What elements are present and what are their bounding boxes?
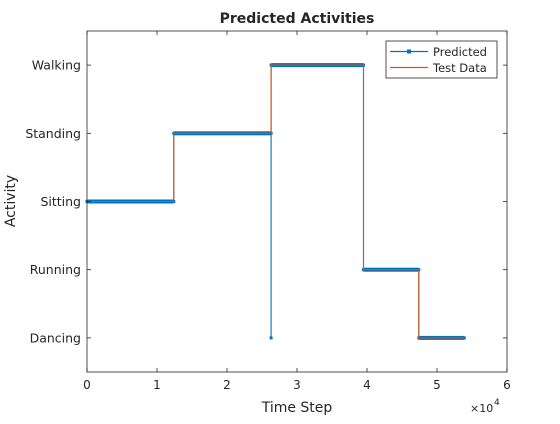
legend: Predicted Test Data [385, 40, 498, 79]
x-tick-label: 5 [433, 378, 441, 392]
legend-entry-test-data: Test Data [390, 61, 487, 75]
series-line-test-data [87, 64, 465, 339]
legend-marker-predicted [407, 49, 411, 54]
data-point-predicted [269, 336, 273, 340]
x-tick-label: 0 [83, 378, 91, 392]
legend-label-predicted: Predicted [433, 45, 487, 59]
series-layer [85, 63, 466, 340]
y-tick-label: Standing [25, 126, 81, 141]
x-tick-label: 6 [503, 378, 511, 392]
legend-box [385, 40, 498, 79]
y-tick-label: Dancing [30, 330, 81, 345]
x-axis-label: Time Step [261, 400, 333, 416]
y-tick-label: Walking [32, 58, 81, 73]
x-exponent: ×10 4 [470, 398, 500, 415]
y-tick-label: Running [30, 262, 81, 277]
x-tick-label: 4 [363, 378, 371, 392]
x-exponent-power: 4 [494, 398, 500, 408]
x-tick-label: 1 [153, 378, 161, 392]
x-tick-label: 3 [293, 378, 301, 392]
chart-title: Predicted Activities [220, 11, 375, 27]
y-tick-label: Sitting [40, 194, 81, 209]
y-axis-label: Activity [3, 175, 19, 227]
x-tick-label: 2 [223, 378, 231, 392]
y-ticks: Dancing Running Sitting Standing Walking [25, 58, 507, 345]
legend-entry-predicted: Predicted [390, 45, 487, 59]
x-ticks: 0 1 2 3 4 5 6 [83, 31, 511, 392]
legend-label-test-data: Test Data [432, 61, 487, 75]
x-exponent-base: ×10 [470, 402, 493, 415]
